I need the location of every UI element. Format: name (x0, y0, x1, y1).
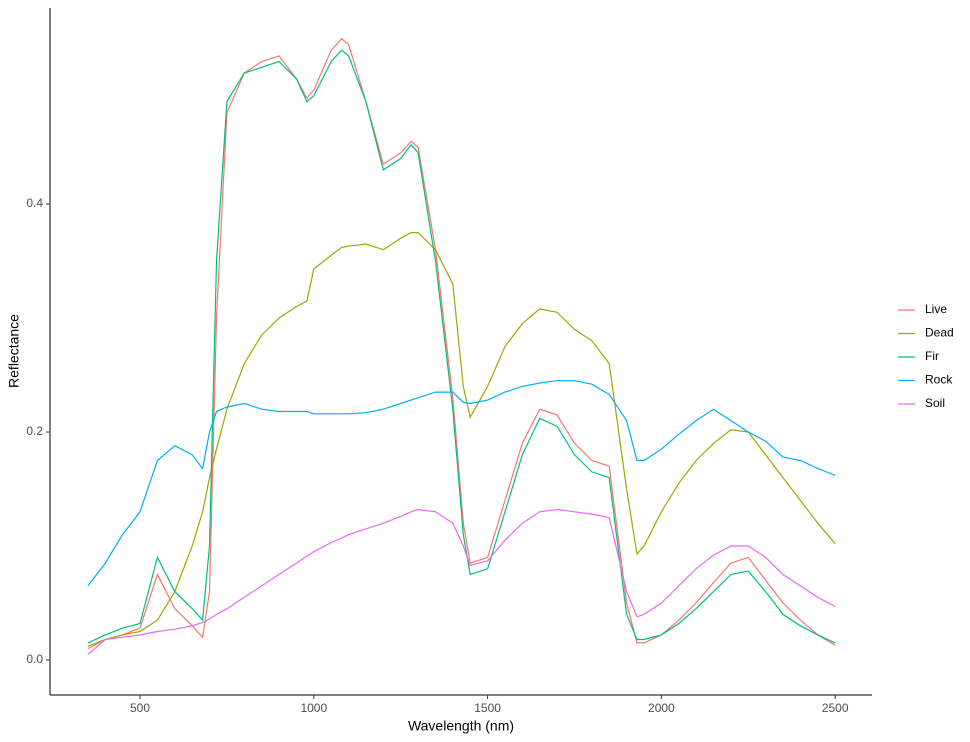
y-axis-title: Reflectance (6, 314, 22, 388)
legend-label: Rock (925, 373, 953, 387)
series-line (87, 380, 836, 587)
series-line (87, 232, 836, 647)
y-tick-label: 0.0 (26, 652, 43, 666)
x-tick-label: 1500 (474, 701, 501, 715)
x-tick-label: 500 (130, 701, 150, 715)
y-tick-label: 0.2 (26, 424, 43, 438)
x-axis-title: Wavelength (nm) (408, 718, 514, 734)
x-tick-label: 2500 (822, 701, 849, 715)
legend-label: Dead (925, 326, 954, 340)
legend-label: Soil (925, 396, 945, 410)
series-line (87, 49, 836, 644)
x-tick-label: 2000 (648, 701, 675, 715)
x-tick-label: 1000 (300, 701, 327, 715)
legend-label: Fir (925, 349, 939, 363)
series-line (87, 508, 836, 655)
y-tick-label: 0.4 (26, 196, 43, 210)
series-line (87, 37, 836, 650)
legend-label: Live (925, 302, 947, 316)
